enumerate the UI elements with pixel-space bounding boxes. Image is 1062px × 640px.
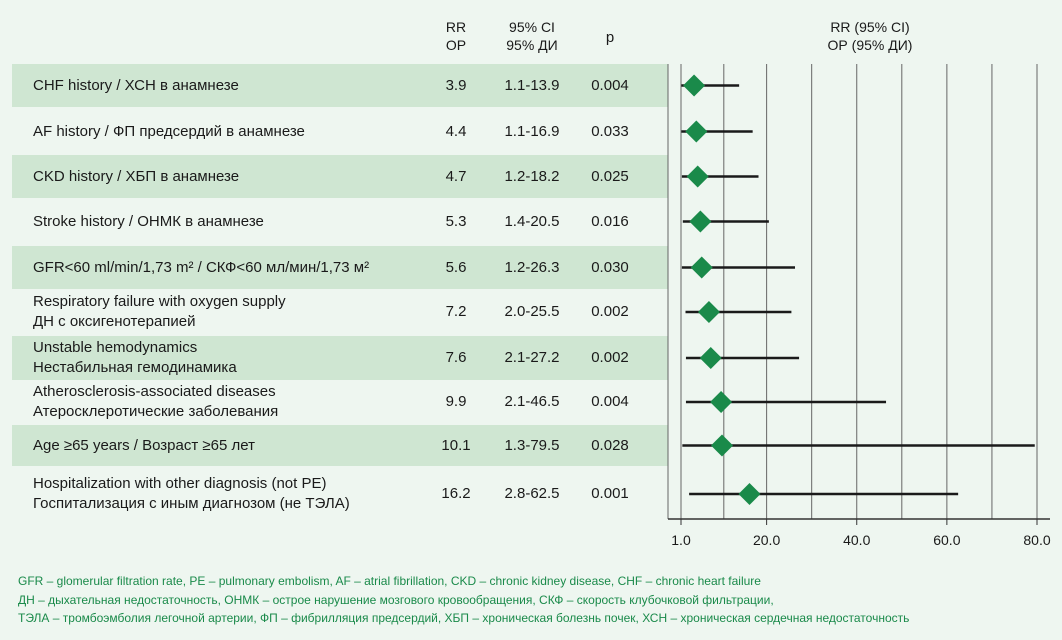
rr-value: 3.9 bbox=[445, 76, 467, 94]
forest-plot: 1.0 20.0 40.0 60.0 80.0 bbox=[667, 64, 1051, 548]
row-band bbox=[12, 425, 668, 466]
rr-point bbox=[697, 301, 720, 323]
rr-point bbox=[690, 256, 713, 279]
row-label: Unstable hemodynamics Нестабильная гемоди… bbox=[33, 338, 237, 378]
row-label-line: Атеросклеротические заболевания bbox=[33, 403, 279, 420]
row-label-line: ДН с оксигенотерапией bbox=[33, 313, 196, 330]
row-label: Respiratory failure with oxygen supply ДН… bbox=[33, 292, 286, 332]
x-tick-label: 20.0 bbox=[753, 532, 780, 548]
row-label: CKD history / ХБП в анамнезе bbox=[33, 167, 239, 187]
row-label-line: AF history / ФП предсердий в анамнезе bbox=[33, 122, 305, 140]
row-label: GFR<60 ml/min/1,73 m² / СКФ<60 мл/мин/1,… bbox=[33, 258, 369, 278]
rr-value: 16.2 bbox=[441, 485, 471, 502]
rr-value: 4.4 bbox=[445, 122, 467, 140]
x-tick-label: 40.0 bbox=[843, 532, 870, 548]
row-label-line: Stroke history / ОНМК в анамнезе bbox=[33, 212, 264, 230]
row-label-line: Госпитализация с иным диагнозом (не ТЭЛА… bbox=[33, 495, 350, 512]
row-label-line: CHF history / ХСН в анамнезе bbox=[33, 76, 239, 94]
rr-value: 5.6 bbox=[445, 258, 467, 276]
p-value: 0.004 bbox=[591, 76, 629, 94]
p-value: 0.030 bbox=[591, 258, 629, 276]
ci-header-ru: 95% ДИ bbox=[506, 37, 558, 53]
rr-header-ru: ОР bbox=[445, 37, 467, 53]
footnote-3: ТЭЛА – тромбоэмболия легочной артерии, Ф… bbox=[18, 611, 910, 625]
row-band bbox=[12, 336, 668, 380]
rr-header: RR ОР bbox=[438, 18, 474, 54]
rr-value: 7.6 bbox=[445, 349, 467, 366]
row-label-line: GFR<60 ml/min/1,73 m² / СКФ<60 мл/мин/1,… bbox=[33, 258, 370, 276]
row-label-line: Atherosclerosis-associated diseases bbox=[33, 383, 276, 400]
rr-value: 5.3 bbox=[445, 212, 467, 230]
ci-value: 2.8-62.5 bbox=[504, 485, 560, 502]
row-label: CHF history / ХСН в анамнезе bbox=[33, 76, 239, 96]
row-label-line: Нестабильная гемодинамика bbox=[33, 359, 237, 376]
row-band bbox=[12, 64, 668, 107]
rr-value: 7.2 bbox=[445, 303, 467, 320]
ci-value: 1.2-18.2 bbox=[504, 167, 560, 185]
ci-value: 1.1-16.9 bbox=[504, 122, 560, 140]
p-value: 0.028 bbox=[591, 436, 629, 454]
plot-title: RR (95% CI) ОР (95% ДИ) bbox=[790, 18, 950, 54]
row-label: AF history / ФП предсердий в анамнезе bbox=[33, 122, 305, 142]
p-value: 0.016 bbox=[591, 212, 629, 230]
rr-point bbox=[738, 483, 761, 505]
rr-point bbox=[683, 74, 706, 97]
row-label: Stroke history / ОНМК в анамнезе bbox=[33, 212, 264, 232]
rr-point bbox=[686, 165, 709, 188]
row-label-line: CKD history / ХБП в анамнезе bbox=[33, 167, 240, 185]
ci-value: 1.2-26.3 bbox=[504, 258, 560, 276]
p-value: 0.025 bbox=[591, 167, 629, 185]
p-value: 0.004 bbox=[591, 393, 629, 410]
rr-header-en: RR bbox=[445, 19, 467, 35]
footnote-1: GFR – glomerular filtration rate, PE – p… bbox=[18, 574, 761, 588]
rr-value: 9.9 bbox=[445, 393, 467, 410]
rr-point bbox=[689, 210, 712, 233]
rr-point bbox=[685, 120, 708, 143]
row-band bbox=[12, 155, 668, 198]
x-tick-label: 60.0 bbox=[933, 532, 960, 548]
rr-point bbox=[711, 434, 734, 457]
row-band bbox=[12, 246, 668, 289]
p-value: 0.002 bbox=[591, 349, 629, 366]
rr-point bbox=[710, 391, 733, 413]
row-label: Age ≥65 years / Возраст ≥65 лет bbox=[33, 436, 255, 456]
ci-value: 2.1-27.2 bbox=[504, 349, 560, 366]
p-value: 0.001 bbox=[591, 485, 629, 502]
p-header: p bbox=[605, 29, 615, 46]
row-label: Hospitalization with other diagnosis (no… bbox=[33, 474, 350, 514]
ci-value: 2.1-46.5 bbox=[504, 393, 560, 410]
row-label: Atherosclerosis-associated diseases Атеро… bbox=[33, 382, 278, 422]
ci-value: 1.4-20.5 bbox=[504, 212, 560, 230]
row-label-line: Hospitalization with other diagnosis (no… bbox=[33, 475, 327, 492]
rr-value: 4.7 bbox=[445, 167, 467, 185]
p-value: 0.033 bbox=[591, 122, 629, 140]
ci-value: 1.1-13.9 bbox=[504, 76, 560, 94]
row-label-line: Unstable hemodynamics bbox=[33, 339, 198, 356]
rr-value: 10.1 bbox=[441, 436, 471, 454]
p-value: 0.002 bbox=[591, 303, 629, 320]
ci-value: 1.3-79.5 bbox=[504, 436, 560, 454]
ci-value: 2.0-25.5 bbox=[504, 303, 560, 320]
x-tick-label: 80.0 bbox=[1023, 532, 1050, 548]
row-label-line: Respiratory failure with oxygen supply bbox=[33, 293, 286, 310]
footnote-2: ДН – дыхательная недостаточность, ОНМК –… bbox=[18, 593, 774, 607]
plot-title-en: RR (95% CI) bbox=[830, 19, 910, 35]
ci-header: 95% CI 95% ДИ bbox=[492, 18, 572, 54]
row-label-line: Age ≥65 years / Возраст ≥65 лет bbox=[33, 436, 255, 454]
plot-title-ru: ОР (95% ДИ) bbox=[827, 37, 913, 53]
ci-header-en: 95% CI bbox=[509, 19, 555, 35]
x-tick-label: 1.0 bbox=[671, 532, 691, 548]
rr-point bbox=[699, 347, 722, 369]
